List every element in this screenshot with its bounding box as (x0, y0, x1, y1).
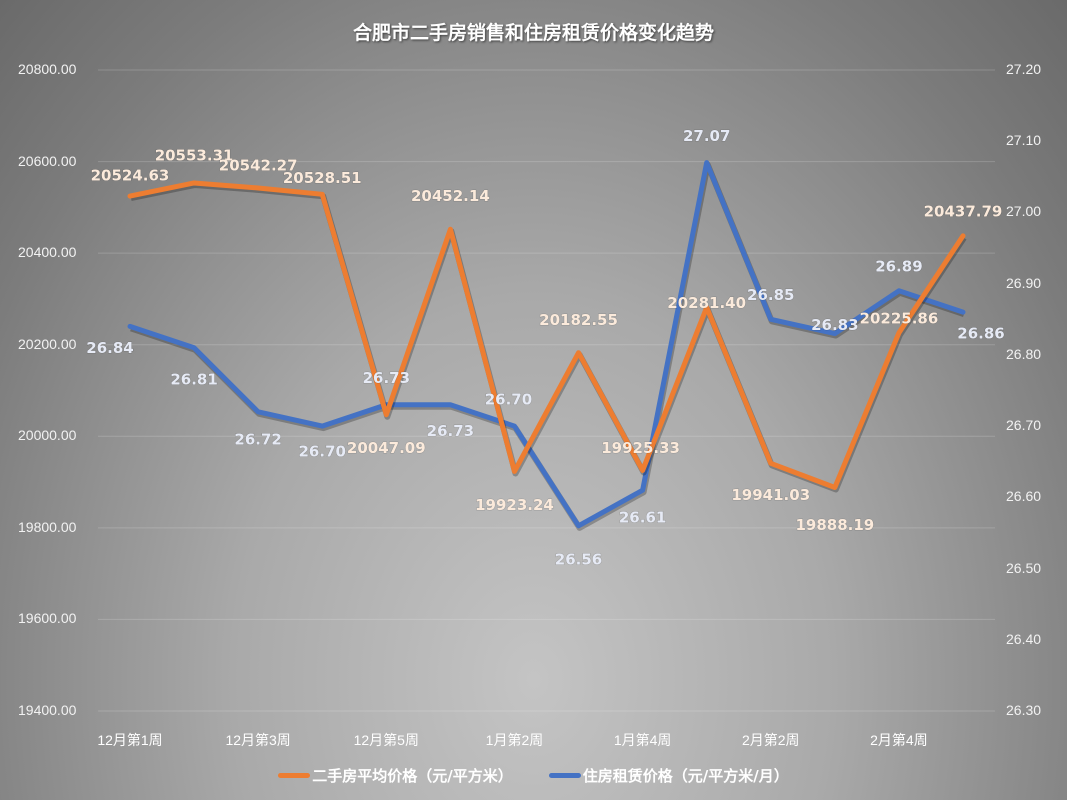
resale-price-data-label: 20437.79 (924, 202, 1003, 220)
resale-price-line (127, 180, 966, 490)
right-y-tick-label: 27.10 (1006, 132, 1042, 149)
resale-price-data-label: 20047.09 (347, 439, 426, 457)
left-y-tick-label: 20800.00 (18, 61, 77, 77)
left-y-tick-label: 20600.00 (18, 152, 77, 169)
resale-price-data-label: 19941.03 (731, 486, 810, 504)
chart-title: 合肥市二手房销售和住房租赁价格变化趋势 (352, 22, 714, 44)
x-tick-label: 12月第1周 (97, 732, 163, 748)
x-tick-label: 2月第2周 (741, 732, 800, 748)
rent-price-data-label: 26.73 (427, 422, 474, 440)
legend-item-rent-price[interactable]: 住房租赁价格（元/平方米/月） (548, 765, 789, 786)
resale-price-data-label: 20452.14 (411, 187, 490, 205)
resale-price-data-label: 19925.33 (601, 439, 680, 457)
right-y-tick-label: 26.70 (1006, 417, 1042, 434)
x-tick-label: 1月第4周 (613, 732, 672, 748)
rent-price-data-label: 26.89 (875, 257, 922, 275)
rent-price-data-label: 26.83 (811, 316, 858, 334)
rent-price-data-label: 26.73 (363, 369, 410, 387)
rent-price-data-label: 27.07 (683, 127, 730, 145)
left-y-tick-label: 19600.00 (18, 610, 77, 627)
left-y-tick-label: 20200.00 (18, 335, 77, 352)
legend-item-resale-price[interactable]: 二手房平均价格（元/平方米） (278, 765, 513, 786)
resale-price-data-label: 20225.86 (860, 309, 939, 327)
rent-price-data-label: 26.85 (747, 286, 794, 304)
orange-line-swatch-icon (278, 773, 311, 778)
left-y-tick-label: 19400.00 (18, 702, 77, 718)
blue-line-swatch-icon (548, 773, 581, 778)
right-y-tick-label: 26.40 (1006, 630, 1042, 647)
right-y-tick-label: 26.80 (1006, 345, 1042, 362)
right-y-tick-label: 26.90 (1006, 274, 1042, 291)
x-tick-label: 1月第2周 (485, 732, 544, 748)
right-y-tick-label: 27.20 (1006, 61, 1042, 77)
x-tick-label: 2月第4周 (870, 732, 928, 748)
left-y-tick-label: 20000.00 (18, 427, 77, 444)
resale-price-data-label: 20524.63 (91, 167, 170, 185)
rent-price-data-label: 26.86 (957, 325, 1004, 343)
legend-label: 二手房平均价格（元/平方米） (312, 767, 513, 785)
rent-price-data-label: 26.72 (234, 430, 281, 448)
resale-price-data-label: 20281.40 (667, 294, 746, 312)
rent-price-data-label: 26.56 (555, 550, 602, 568)
resale-price-data-label: 20542.27 (219, 157, 298, 175)
left-y-tick-label: 20400.00 (18, 244, 77, 261)
resale-price-data-label: 19923.24 (475, 496, 554, 514)
rent-price-data-label: 26.84 (86, 339, 133, 357)
rent-price-data-label: 26.81 (170, 370, 217, 388)
legend-label: 住房租赁价格（元/平方米/月） (582, 767, 789, 785)
x-tick-label: 12月第5周 (353, 732, 419, 748)
left-y-tick-label: 19800.00 (18, 518, 77, 535)
x-tick-label: 12月第3周 (225, 732, 291, 748)
rent-price-data-label: 26.70 (485, 391, 532, 409)
resale-price-data-label: 20528.51 (283, 169, 362, 187)
right-y-tick-label: 27.00 (1006, 203, 1042, 220)
resale-price-data-label: 19888.19 (795, 516, 874, 534)
rent-price-data-label: 26.70 (299, 443, 346, 461)
resale-price-data-label: 20553.31 (155, 146, 234, 164)
right-y-tick-label: 26.60 (1006, 488, 1042, 505)
rent-price-data-label: 26.61 (619, 509, 666, 527)
rent-price-line (127, 160, 966, 529)
right-y-tick-label: 26.30 (1006, 702, 1042, 718)
right-y-tick-label: 26.50 (1006, 559, 1042, 576)
resale-price-data-label: 20182.55 (539, 311, 618, 329)
legend: 二手房平均价格（元/平方米） 住房租赁价格（元/平方米/月） (0, 765, 1067, 786)
